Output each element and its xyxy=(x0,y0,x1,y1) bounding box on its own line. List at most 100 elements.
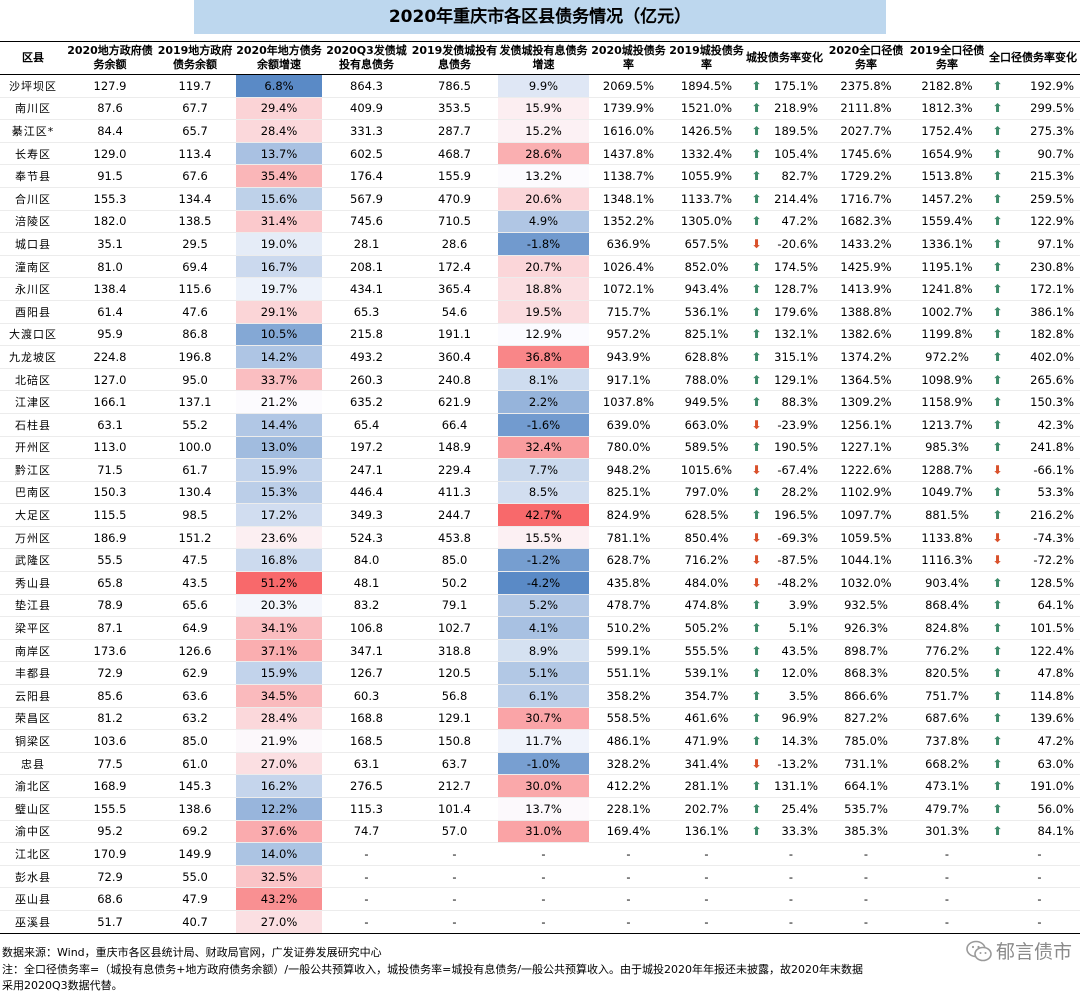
district-name: 开州区 xyxy=(0,436,66,460)
change-value: -48.2% xyxy=(777,575,818,590)
arrow-up-icon: ⬆ xyxy=(751,779,762,794)
change-value: 82.7% xyxy=(781,169,818,184)
change-value: - xyxy=(1037,846,1042,861)
full-ratio-2019: - xyxy=(908,887,986,911)
table-row: 綦江区* 84.4 65.7 28.4% 331.3 287.7 15.2% 1616.0% 1… xyxy=(0,119,1080,143)
debt-2019: 95.0 xyxy=(154,368,236,392)
table-body: 沙坪坝区 127.9 119.7 6.8% 864.3 786.5 9.9% 2069.5% 1… xyxy=(0,74,1080,934)
header-cell: 区县 xyxy=(0,41,66,75)
chengtou-debt-2019: 470.9 xyxy=(411,187,498,211)
chengtou-debt-2019: 79.1 xyxy=(411,594,498,618)
chengtou-debt-2019: 353.5 xyxy=(411,97,498,121)
change-value: 132.1% xyxy=(774,327,818,342)
change-value: 386.1% xyxy=(1030,304,1074,319)
change-value: -74.3% xyxy=(1033,530,1074,545)
arrow-up-icon: ⬆ xyxy=(992,734,1003,749)
chengtou-debt-2019: 50.2 xyxy=(411,571,498,595)
district-name: 渝北区 xyxy=(0,774,66,798)
arrow-up-icon: ⬆ xyxy=(751,485,762,500)
change-value: 84.1% xyxy=(1037,824,1074,839)
chengtou-debt-growth: 12.9% xyxy=(498,323,589,347)
chengtou-ratio-2020: 1026.4% xyxy=(589,255,668,279)
arrow-up-icon: ⬆ xyxy=(751,598,762,613)
table-row: 荣昌区 81.2 63.2 28.4% 168.8 129.1 30.7% 558.5% 461… xyxy=(0,707,1080,731)
arrow-down-icon: ⬇ xyxy=(992,462,1003,477)
change-value: 230.8% xyxy=(1030,259,1074,274)
table-row: 长寿区 129.0 113.4 13.7% 602.5 468.7 28.6% 1437.8%… xyxy=(0,142,1080,166)
debt-growth: 13.7% xyxy=(236,142,322,166)
chengtou-ratio-2020: 412.2% xyxy=(589,774,668,798)
full-ratio-2019: 473.1% xyxy=(908,774,986,798)
chengtou-ratio-2019: - xyxy=(668,865,745,889)
district-name: 铜梁区 xyxy=(0,729,66,753)
change-value: 214.4% xyxy=(774,191,818,206)
chengtou-ratio-2020: 228.1% xyxy=(589,797,668,821)
arrow-up-icon: ⬆ xyxy=(992,485,1003,500)
change-value: 216.2% xyxy=(1030,508,1074,523)
chengtou-debt-2019: 318.8 xyxy=(411,639,498,663)
chengtou-ratio-2019: 484.0% xyxy=(668,571,745,595)
full-ratio-change: ⬆ 101.5% xyxy=(986,616,1080,640)
district-name: 渝中区 xyxy=(0,820,66,844)
chengtou-debt-growth: 5.2% xyxy=(498,594,589,618)
chengtou-debt-2019: 468.7 xyxy=(411,142,498,166)
chengtou-ratio-change: ⬆ 82.7% xyxy=(745,164,824,188)
chengtou-debt-2020q3: 331.3 xyxy=(322,119,411,143)
full-ratio-2019: 668.2% xyxy=(908,752,986,776)
chengtou-ratio-2019: 797.0% xyxy=(668,481,745,505)
chengtou-debt-2020q3: 567.9 xyxy=(322,187,411,211)
chengtou-ratio-2020: 1348.1% xyxy=(589,187,668,211)
chengtou-debt-2020q3: 446.4 xyxy=(322,481,411,505)
chengtou-debt-growth: - xyxy=(498,842,589,866)
table-row: 巫溪县 51.7 40.7 27.0% - - - - - - - - - xyxy=(0,910,1080,934)
arrow-down-icon: ⬇ xyxy=(751,530,762,545)
change-value: 402.0% xyxy=(1030,349,1074,364)
chengtou-ratio-2020: 1138.7% xyxy=(589,164,668,188)
chengtou-ratio-2020: 1352.2% xyxy=(589,210,668,234)
chengtou-debt-2019: 155.9 xyxy=(411,164,498,188)
chengtou-ratio-2020: 628.7% xyxy=(589,548,668,573)
chengtou-ratio-2019: 850.4% xyxy=(668,526,745,550)
chengtou-ratio-2020: 486.1% xyxy=(589,729,668,753)
chengtou-ratio-2019: - xyxy=(668,842,745,866)
chengtou-debt-2020q3: 197.2 xyxy=(322,436,411,460)
chengtou-debt-2020q3: 215.8 xyxy=(322,323,411,347)
debt-growth: 15.9% xyxy=(236,458,322,482)
full-ratio-2019: 820.5% xyxy=(908,661,986,686)
chengtou-debt-growth: 4.1% xyxy=(498,616,589,640)
full-ratio-change: ⬆ 90.7% xyxy=(986,142,1080,166)
table-row: 石柱县 63.1 55.2 14.4% 65.4 66.4 -1.6% 639.0% 663.0… xyxy=(0,413,1080,437)
chengtou-debt-growth: 30.0% xyxy=(498,774,589,798)
chengtou-debt-growth: 11.7% xyxy=(498,729,589,753)
district-name: 城口县 xyxy=(0,232,66,256)
chengtou-ratio-change: ⬆ 315.1% xyxy=(745,345,824,369)
chengtou-ratio-change: ⬇ -48.2% xyxy=(745,571,824,595)
full-ratio-change: ⬇ -72.2% xyxy=(986,548,1080,573)
change-value: 88.3% xyxy=(781,395,818,410)
brand-watermark: 郁言债市 xyxy=(966,937,1072,964)
full-ratio-2019: 1116.3% xyxy=(908,548,986,573)
full-ratio-2020: 1032.0% xyxy=(824,571,908,595)
district-name: 北碚区 xyxy=(0,368,66,392)
district-name: 九龙坡区 xyxy=(0,345,66,369)
full-ratio-2020: 535.7% xyxy=(824,797,908,821)
chengtou-debt-2020q3: 745.6 xyxy=(322,210,411,234)
chengtou-ratio-change: ⬆ 175.1% xyxy=(745,74,824,98)
full-ratio-2020: - xyxy=(824,865,908,889)
chengtou-ratio-2020: - xyxy=(589,842,668,866)
chengtou-ratio-change: ⬆ 105.4% xyxy=(745,142,824,166)
full-ratio-change: ⬆ 191.0% xyxy=(986,774,1080,798)
change-value: - xyxy=(1037,914,1042,929)
header-cell: 发债城投有息债务增速 xyxy=(498,41,589,75)
district-name: 南川区 xyxy=(0,97,66,121)
full-ratio-change: ⬆ 122.9% xyxy=(986,210,1080,234)
chengtou-ratio-2020: 780.0% xyxy=(589,436,668,460)
change-value: 14.3% xyxy=(781,734,818,749)
chengtou-debt-growth: -1.2% xyxy=(498,548,589,573)
debt-growth: 27.0% xyxy=(236,910,322,934)
full-ratio-2019: 1098.9% xyxy=(908,368,986,392)
full-ratio-change: ⬆ 172.1% xyxy=(986,277,1080,301)
chengtou-debt-2020q3: - xyxy=(322,865,411,889)
debt-2019: 43.5 xyxy=(154,571,236,595)
full-ratio-change: ⬇ -66.1% xyxy=(986,458,1080,482)
